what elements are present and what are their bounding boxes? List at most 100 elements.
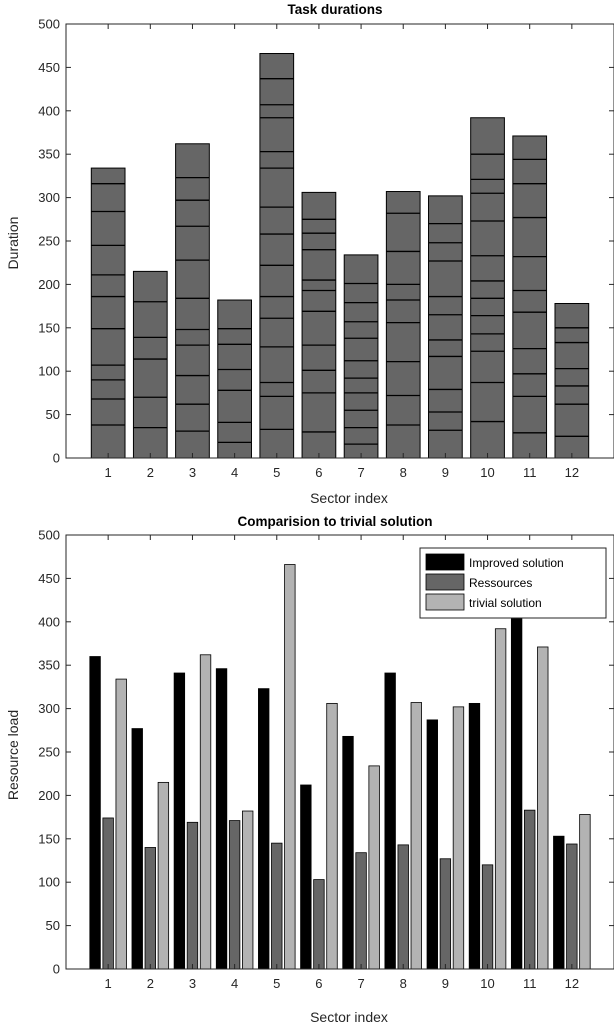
bar (439, 858, 452, 970)
x-tick-label: 11 (523, 976, 537, 991)
stacked-bar (385, 191, 421, 459)
y-tick-label: 50 (46, 918, 60, 933)
y-tick-label: 350 (38, 147, 60, 162)
bar (481, 864, 494, 970)
bar (342, 735, 354, 970)
y-tick-label: 50 (46, 407, 60, 422)
x-tick-label: 10 (480, 976, 494, 991)
stacked-bar (259, 53, 295, 459)
stacked-bar (175, 143, 210, 459)
x-tick-label: 11 (523, 465, 537, 480)
y-axis-label: Duration (5, 217, 21, 270)
stacked-bar (470, 117, 505, 459)
bar (326, 702, 338, 970)
y-tick-label: 150 (38, 831, 60, 846)
bar (102, 817, 114, 970)
stacked-bar (512, 135, 548, 459)
x-tick-label: 6 (315, 976, 322, 991)
x-tick-label: 8 (400, 976, 407, 991)
bar (89, 656, 101, 970)
x-tick-label: 4 (231, 465, 238, 480)
y-tick-label: 500 (38, 17, 60, 32)
x-tick-label: 2 (147, 976, 154, 991)
bar (115, 678, 127, 970)
bar (215, 668, 228, 970)
y-tick-label: 300 (38, 190, 60, 205)
x-tick-label: 9 (442, 465, 449, 480)
legend-entry: Improved solution (469, 556, 564, 570)
x-tick-label: 7 (357, 465, 364, 480)
bar (468, 702, 481, 970)
y-tick-label: 350 (38, 658, 60, 673)
stacked-bar (343, 254, 379, 459)
x-tick-label: 9 (442, 976, 449, 991)
x-axis-label: Sector index (310, 1009, 388, 1025)
x-tick-label: 2 (147, 465, 154, 480)
x-tick-label: 6 (315, 465, 322, 480)
bar (228, 820, 241, 970)
bar (510, 610, 523, 970)
bar (355, 852, 367, 970)
bar (144, 847, 156, 970)
x-tick-label: 1 (105, 465, 112, 480)
x-tick-label: 1 (105, 976, 112, 991)
stacked-bar (428, 195, 463, 459)
comparison-chart: Comparision to trivial solution Sector i… (5, 514, 614, 1025)
legend-entry: Ressources (469, 576, 532, 590)
legend: Improved solution Ressources trivial solut… (419, 547, 607, 619)
bar (313, 879, 325, 970)
y-tick-label: 450 (38, 571, 60, 586)
legend-swatch (425, 553, 465, 571)
y-tick-label: 0 (53, 451, 60, 466)
bar (384, 672, 396, 970)
bar (397, 844, 409, 970)
bar (426, 719, 438, 970)
bar (524, 809, 536, 970)
y-tick-label: 250 (38, 234, 60, 249)
bar (271, 842, 283, 970)
y-tick-label: 100 (38, 875, 60, 890)
y-tick-label: 200 (38, 277, 60, 292)
chart-title: Task durations (287, 2, 382, 17)
bar (157, 781, 170, 970)
bar (410, 702, 422, 970)
stacked-bar (217, 299, 252, 459)
bar (199, 654, 212, 970)
x-tick-label: 7 (357, 976, 364, 991)
bar (186, 821, 199, 970)
bar (553, 835, 565, 970)
bar (258, 688, 270, 970)
bar (452, 706, 465, 970)
y-tick-label: 150 (38, 320, 60, 335)
y-tick-label: 450 (38, 60, 60, 75)
bar (284, 564, 296, 970)
y-tick-label: 300 (38, 701, 60, 716)
task-durations-chart: Task durations Sector index Duration 0 50… (5, 2, 614, 506)
y-tick-label: 500 (38, 528, 60, 543)
chart-title: Comparision to trivial solution (237, 514, 432, 529)
bar (173, 672, 186, 970)
bar (368, 765, 380, 970)
stacked-bar (90, 167, 126, 459)
y-tick-label: 400 (38, 103, 60, 118)
y-tick-label: 0 (53, 962, 60, 977)
x-tick-label: 3 (189, 976, 196, 991)
y-axis-label: Resource load (5, 710, 21, 800)
x-tick-label: 3 (189, 465, 196, 480)
y-tick-label: 200 (38, 788, 60, 803)
bar (566, 843, 578, 970)
x-axis-label: Sector index (310, 490, 388, 506)
x-tick-label: 12 (565, 465, 579, 480)
x-tick-label: 8 (400, 465, 407, 480)
legend-swatch (425, 573, 465, 591)
stacked-bar (554, 302, 590, 459)
stacked-bar (132, 270, 168, 459)
bar (494, 628, 507, 970)
legend-entry: trivial solution (469, 596, 542, 610)
y-tick-label: 250 (38, 745, 60, 760)
legend-swatch (425, 593, 465, 611)
x-tick-label: 5 (273, 465, 280, 480)
